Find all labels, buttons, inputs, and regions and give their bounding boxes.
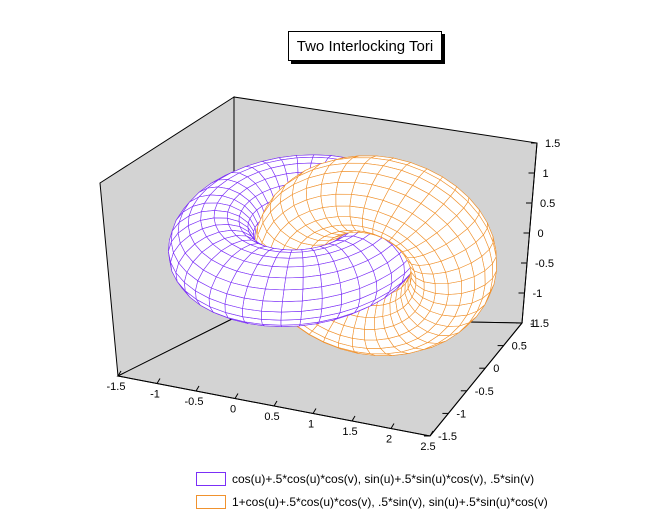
purple-torus-face [243, 286, 266, 302]
z-tick-label: -0.5 [535, 258, 554, 270]
purple-torus-face [262, 288, 285, 303]
purple-torus-face [280, 310, 302, 321]
purple-torus-face [281, 300, 303, 313]
purple-torus-face [213, 210, 229, 219]
x-tick-label: 0.5 [264, 411, 279, 423]
x-tick-label: 2.5 [420, 441, 435, 453]
orange-torus-face [351, 327, 365, 341]
purple-torus-face [264, 276, 286, 291]
x-tick-mark [273, 400, 278, 407]
y-tick-label: 1 [530, 318, 536, 330]
purple-torus-face [285, 266, 304, 279]
legend: cos(u)+.5*cos(u)*cos(v), sin(u)+.5*sin(u… [196, 469, 636, 515]
orange-torus-face [320, 193, 337, 208]
x-tick-mark [390, 423, 395, 429]
orange-torus-face [349, 193, 368, 209]
purple-torus-face [287, 257, 304, 268]
purple-torus-face [283, 277, 304, 291]
purple-torus-face [260, 310, 282, 321]
orange-torus-face [293, 199, 311, 217]
z-tick-label: 0.5 [540, 198, 555, 210]
y-tick-label: 0.5 [512, 341, 527, 353]
orange-torus-face [432, 271, 449, 285]
legend-swatch-orange [196, 495, 226, 509]
z-tick-label: 1.5 [545, 138, 560, 150]
x-tick-label: 1.5 [342, 426, 357, 438]
orange-torus-face [320, 181, 339, 197]
y-tick-label: 0 [493, 363, 499, 375]
x-tick-mark [117, 370, 122, 377]
orange-torus-face [363, 328, 377, 341]
z-tick-label: -1.5 [530, 318, 549, 330]
orange-torus-face [434, 283, 449, 295]
legend-item-purple: cos(u)+.5*cos(u)*cos(v), sin(u)+.5*sin(u… [196, 469, 636, 489]
purple-torus-face [301, 286, 323, 302]
x-tick-label: -1 [150, 389, 160, 401]
x-tick-label: -1.5 [107, 381, 126, 393]
orange-torus-face [335, 205, 351, 218]
orange-torus-face [335, 193, 352, 207]
z-tick-label: 1 [543, 168, 549, 180]
x-tick-label: -0.5 [185, 396, 204, 408]
x-tick-mark [312, 408, 317, 414]
x-tick-label: 1 [308, 419, 314, 431]
purple-torus-face [197, 269, 217, 289]
legend-item-orange: 1+cos(u)+.5*cos(u)*cos(v), .5*sin(v), si… [196, 492, 636, 512]
orange-torus-face [445, 293, 463, 306]
chart-title: Two Interlocking Tori [288, 31, 442, 61]
purple-torus-face [261, 300, 283, 313]
x-tick-mark [195, 385, 200, 392]
x-tick-label: 2 [386, 434, 392, 446]
x-axis: -1.5 -1 -0.5 0 0.5 1 1.5 2 2.5 [107, 370, 436, 453]
y-axis-line [429, 322, 523, 437]
y-tick-label: -0.5 [475, 386, 494, 398]
legend-label-orange: 1+cos(u)+.5*cos(u)*cos(v), .5*sin(v), si… [232, 495, 548, 509]
z-tick-label: -1 [533, 288, 543, 300]
orange-torus-mesh [168, 154, 497, 356]
purple-torus-face [296, 156, 314, 164]
x-tick-mark [234, 393, 239, 399]
x-tick-mark [156, 378, 161, 384]
orange-torus-face [374, 316, 385, 330]
y-tick-label: -1.5 [438, 431, 457, 443]
y-tick-label: -1 [456, 408, 466, 420]
legend-label-purple: cos(u)+.5*cos(u)*cos(v), sin(u)+.5*sin(u… [232, 472, 535, 486]
x-tick-label: 0 [230, 404, 236, 416]
x-tick-mark [351, 415, 356, 422]
z-tick-label: 0 [538, 228, 544, 240]
z-axis: -1.5 -1 -0.5 0 0.5 1 1.5 [516, 138, 560, 330]
orange-torus-face [335, 181, 356, 195]
purple-torus-face [288, 251, 304, 259]
legend-swatch-purple [196, 472, 226, 486]
purple-torus-face [213, 217, 229, 226]
y-axis: -1.5 -1 -0.5 0 0.51 [424, 318, 536, 443]
purple-torus-face [282, 288, 304, 303]
